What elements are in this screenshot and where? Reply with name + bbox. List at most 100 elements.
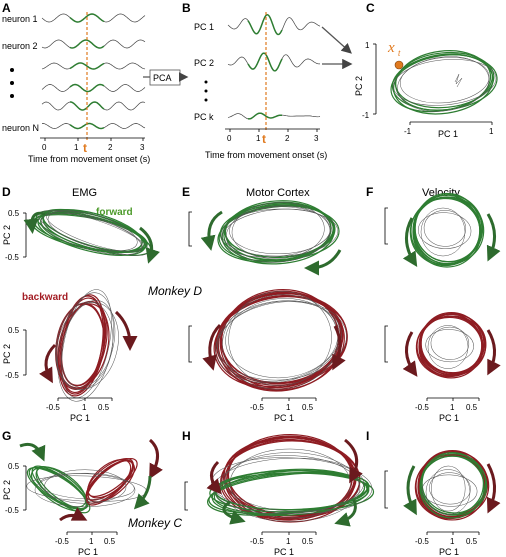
- trajectory-loop: [56, 302, 119, 390]
- rotation-arrow-icon: [200, 210, 223, 251]
- panel-g-axes: 0.5 -0.5 PC 2 -0.5 1 0.5 PC 1 -0.5 1 0.5…: [2, 462, 480, 557]
- xtick-g-mid: 1: [89, 537, 94, 546]
- x-label-g: PC 1: [78, 547, 98, 557]
- rotation-arrow-icon: [148, 438, 163, 480]
- rotation-arrow-icon: [304, 249, 342, 276]
- xtick-i-right: 0.5: [466, 537, 478, 546]
- rotation-arrow-icon: [23, 211, 46, 234]
- rotation-arrow-icon: [202, 323, 222, 371]
- trajectory-loop: [39, 473, 135, 500]
- trajectory-loop: [61, 300, 116, 388]
- pca-transform: PCA: [143, 69, 189, 86]
- panel-label-g: G: [2, 429, 11, 443]
- tick-a-1: 1: [74, 143, 79, 152]
- neuron-trace-highlight: [69, 39, 105, 49]
- trajectory-loop: [390, 54, 493, 113]
- xtick-e-mid: 1: [286, 403, 291, 412]
- rotation-arrows: [19, 210, 501, 527]
- rotation-arrow-icon: [206, 460, 222, 495]
- panel-label-h: H: [182, 429, 191, 443]
- trajectory-loop: [59, 295, 104, 395]
- trajectory-loop: [221, 208, 339, 257]
- trajectory-loop: [414, 194, 483, 263]
- panel-b: PC 1 PC 2 PC k 0 1 2 3 t Time from movem…: [194, 12, 327, 160]
- pc-trace: [227, 112, 321, 120]
- trajectory-loop: [421, 474, 478, 507]
- backward-legend: backward: [22, 292, 68, 303]
- pc-trace-highlight: [247, 112, 282, 120]
- x-label-d: PC 1: [70, 413, 90, 423]
- trajectory-loop: [394, 51, 495, 109]
- neuron-trace: [41, 13, 146, 23]
- panel-label-e: E: [182, 185, 190, 199]
- neuron-trace: [41, 62, 146, 70]
- trajectory-loop: [216, 300, 347, 381]
- xtick-g-right: 0.5: [104, 537, 116, 546]
- xtick-e-left: -0.5: [250, 403, 264, 412]
- rotation-arrow-icon: [133, 475, 152, 510]
- trajectory-loop: [224, 202, 334, 258]
- panel-label-c: C: [366, 1, 375, 15]
- monkey-d-label: Monkey D: [148, 284, 202, 298]
- neuron-2-label: neuron 2: [2, 41, 38, 51]
- neuron-trace: [41, 101, 146, 111]
- trajectory-loop: [213, 296, 344, 389]
- trajectory-loop: [427, 325, 469, 369]
- y-label-d: PC 2: [2, 225, 12, 245]
- ellipsis-dot: [10, 81, 14, 85]
- xt-subscript: t: [398, 49, 401, 58]
- x-label-c: PC 1: [438, 129, 458, 139]
- ellipsis-dot: [10, 68, 14, 72]
- ytick-d-top: 0.5: [8, 209, 20, 218]
- xtick-e-right: 0.5: [302, 403, 314, 412]
- trajectory-loop: [46, 210, 143, 252]
- xtick-h-right: 0.5: [302, 537, 314, 546]
- xtick-i-mid: 1: [450, 537, 455, 546]
- rotation-arrow-icon: [486, 213, 501, 262]
- neuron-n-label: neuron N: [2, 123, 39, 133]
- y-label-g: PC 2: [2, 480, 12, 500]
- monkey-c-label: Monkey C: [128, 516, 182, 530]
- y-label-d2: PC 2: [2, 344, 12, 364]
- trajectory-loop: [228, 291, 332, 386]
- trajectory-loop: [229, 448, 351, 519]
- xtick-g-left: -0.5: [55, 537, 69, 546]
- pc-trace-highlight: [247, 52, 283, 72]
- neuron-trace-highlight: [69, 62, 105, 70]
- ytick-c-bottom: -1: [362, 111, 370, 120]
- rotation-arrow-icon: [344, 438, 363, 484]
- rotation-arrow-icon: [402, 331, 418, 377]
- trajectory-loop: [399, 57, 490, 104]
- x-label-b: Time from movement onset (s): [205, 150, 327, 160]
- xtick-h-left: -0.5: [250, 537, 264, 546]
- velocity-title: Velocity: [422, 187, 460, 199]
- ytick-g-top: 0.5: [8, 462, 20, 471]
- scale-bars: -0.5 1 0.5 PC 1 -0.5 1 0.5 PC 1: [184, 207, 480, 511]
- trajectory-loop: [229, 206, 331, 255]
- neuron-trace-highlight: [69, 83, 105, 93]
- rotation-arrow-icon: [222, 500, 246, 525]
- trajectory-loop: [419, 313, 487, 375]
- forward-legend: forward: [96, 207, 133, 218]
- neuron-1-label: neuron 1: [2, 14, 38, 24]
- xtick-f-right: 0.5: [466, 403, 478, 412]
- trajectory-loop: [208, 471, 369, 515]
- xtick-h-mid: 1: [286, 537, 291, 546]
- x-label-e: PC 1: [274, 413, 294, 423]
- trajectory-loop: [412, 194, 481, 266]
- ytick-g-bottom: -0.5: [5, 506, 19, 515]
- trajectory-loop: [420, 313, 485, 374]
- trajectory-loop: [397, 56, 490, 112]
- rotation-arrow-icon: [486, 463, 501, 514]
- panel-label-b: B: [182, 1, 191, 15]
- trajectory-loop: [429, 472, 471, 505]
- motor-cortex-title: Motor Cortex: [246, 187, 310, 199]
- tick-a-3: 3: [140, 143, 145, 152]
- trajectory-loop: [231, 202, 325, 259]
- trajectory-loop: [421, 453, 487, 514]
- rotation-arrow-icon: [19, 442, 46, 462]
- trajectory-loop: [34, 472, 136, 508]
- trajectory-loop: [423, 210, 467, 247]
- pca-label: PCA: [153, 73, 172, 83]
- trajectory-origin: [454, 73, 463, 88]
